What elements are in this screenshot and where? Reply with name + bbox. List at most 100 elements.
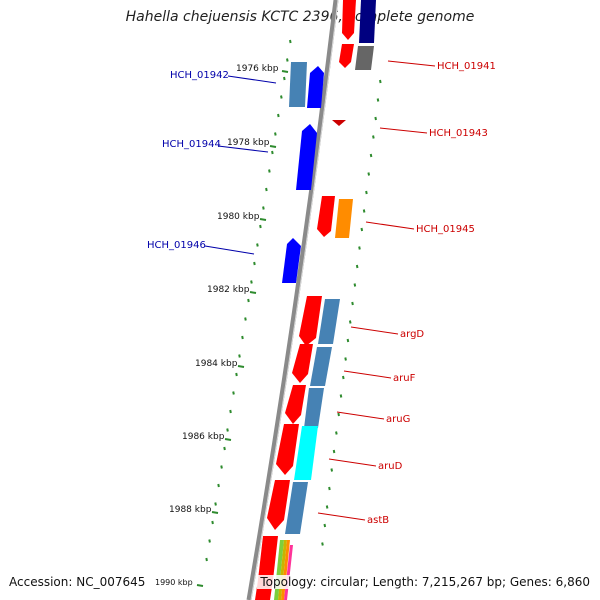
scale-label: 1984 kbp	[195, 359, 238, 369]
gene-forward	[282, 238, 301, 283]
gene-reverse	[317, 196, 335, 237]
gene-reverse	[258, 536, 278, 580]
gene-label-HCH_01946: HCH_01946	[147, 240, 206, 251]
gene-reverse	[299, 296, 322, 346]
gene-steelblue	[289, 62, 307, 107]
tick-dot	[235, 372, 238, 377]
tick-dot	[372, 135, 375, 139]
tick-dot	[247, 298, 250, 303]
tick-dot	[337, 412, 340, 417]
gene-reverse	[292, 344, 313, 383]
tick-dot	[205, 557, 208, 562]
tick-dot	[369, 153, 373, 158]
tick-dot	[321, 542, 324, 546]
tick-dot	[342, 375, 345, 380]
tick-dot	[208, 539, 211, 543]
tick-dot	[241, 335, 244, 340]
gene-forward	[296, 124, 317, 190]
tick-dot	[280, 95, 283, 99]
tick-dot	[289, 39, 292, 44]
tick-dot	[332, 449, 336, 454]
scale-label: 1982 kbp	[207, 285, 250, 295]
gene-label-aruD: aruD	[378, 461, 403, 472]
gene-reverse	[339, 44, 354, 68]
tick-dot	[214, 502, 217, 506]
backbone-highlight	[250, 0, 339, 600]
tick-dot	[250, 280, 253, 284]
tick-dot	[379, 79, 382, 84]
tick-dot	[259, 224, 262, 229]
tick-dot	[244, 317, 247, 321]
tick-dot	[353, 283, 357, 287]
tick-dot	[217, 483, 220, 488]
gene-steelblue	[285, 482, 308, 534]
gene-gray	[355, 46, 374, 70]
scale-label: 1976 kbp	[236, 64, 279, 74]
gene-orange	[335, 199, 353, 238]
tick-dot	[286, 58, 289, 62]
tick-dot	[335, 431, 338, 435]
tick-dot	[374, 116, 377, 121]
gene-label-HCH_01944: HCH_01944	[162, 139, 221, 150]
tick-dot	[328, 486, 331, 491]
tick-dot	[330, 468, 334, 472]
gene-label-HCH_01941: HCH_01941	[437, 61, 496, 72]
gene-reverse-small	[332, 120, 346, 126]
tick-dot	[277, 113, 280, 118]
gene-steelblue	[318, 299, 340, 344]
tick-dot	[271, 150, 274, 155]
gene-reverse	[276, 424, 299, 475]
tick-dot	[283, 76, 286, 81]
gene-steelblue	[310, 347, 332, 386]
tick-dot	[362, 209, 366, 213]
tick-dot	[367, 172, 371, 176]
gene-label-aruF: aruF	[393, 373, 416, 384]
tick-dot	[253, 261, 256, 266]
tick-dot	[268, 169, 271, 173]
tick-dot	[262, 206, 265, 210]
gene-navy	[359, 0, 376, 43]
tick-dot	[351, 301, 354, 306]
gene-cyan	[294, 426, 318, 480]
gene-label-HCH_01945: HCH_01945	[416, 224, 475, 235]
outer-tick-marks	[205, 39, 292, 562]
gene-label-argD: argD	[400, 329, 424, 340]
tick-dot	[238, 354, 241, 358]
gene-label-aruG: aruG	[386, 414, 410, 425]
tick-dot	[344, 357, 347, 361]
scale-label: 1986 kbp	[182, 432, 225, 442]
label-leaders	[204, 60, 436, 521]
tick-dot	[376, 98, 380, 102]
tick-dot	[232, 391, 235, 395]
gene-label-HCH_01943: HCH_01943	[429, 128, 488, 139]
gene-steelblue	[304, 388, 324, 428]
tick-dot	[220, 465, 223, 469]
tick-dot	[223, 446, 226, 451]
scale-ticks	[196, 70, 289, 587]
tick-dot	[256, 243, 259, 247]
topology-text: Topology: circular; Length: 7,215,267 bp…	[257, 575, 590, 589]
gene-features	[255, 0, 376, 600]
tick-dot	[348, 320, 352, 324]
scale-label: 1988 kbp	[169, 505, 212, 515]
tick-dot	[346, 338, 350, 343]
tick-dot	[325, 505, 329, 509]
gene-label-HCH_01942: HCH_01942	[170, 70, 229, 81]
backbone-line	[246, 0, 339, 600]
tick-dot	[323, 523, 327, 528]
scale-labels: 1976 kbp 1978 kbp 1980 kbp 1982 kbp 1984…	[155, 64, 279, 587]
accession-text: Accession: NC_007645	[9, 575, 146, 589]
gene-label-astB: astB	[367, 515, 389, 526]
scale-label: 1978 kbp	[227, 138, 270, 148]
tick-dot	[211, 520, 214, 525]
gene-forward	[307, 66, 324, 108]
tick-dot	[226, 428, 229, 432]
map-title: Hahella chejuensis KCTC 2396, complete g…	[125, 9, 475, 25]
tick-dot	[355, 264, 359, 269]
gene-reverse	[342, 0, 356, 40]
scale-label: 1980 kbp	[217, 212, 260, 222]
inner-tick-marks	[321, 79, 382, 546]
gene-reverse	[267, 480, 290, 530]
tick-dot	[358, 246, 361, 250]
